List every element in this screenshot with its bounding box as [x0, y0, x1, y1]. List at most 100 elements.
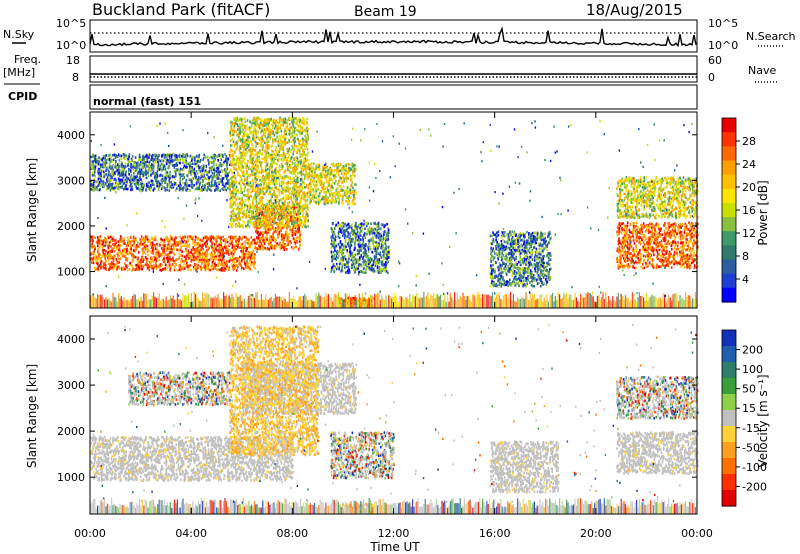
echo-cell — [125, 244, 128, 247]
echo-cell — [213, 175, 215, 179]
echo-cell — [282, 205, 284, 208]
echo-cell — [167, 166, 170, 170]
echo-cell — [185, 166, 187, 169]
echo-cell — [203, 177, 206, 180]
echo-cell — [130, 247, 132, 251]
echo-cell — [253, 258, 256, 261]
echo-cell — [135, 238, 137, 242]
echo-cell — [268, 239, 270, 242]
echo-cell — [108, 255, 110, 259]
echo-cell — [106, 240, 109, 244]
echo-cell — [246, 253, 248, 256]
echo-cell — [189, 162, 191, 165]
echo-cell — [225, 250, 227, 253]
echo-cell — [122, 266, 125, 269]
echo-cell — [269, 241, 272, 245]
echo-cell — [146, 257, 148, 261]
echo-cell — [199, 244, 201, 248]
echo-cell — [259, 240, 261, 244]
echo-cell — [146, 154, 148, 158]
echo-cell — [110, 186, 112, 190]
echo-cell — [231, 265, 234, 268]
echo-cell — [299, 244, 301, 247]
echo-cell — [159, 263, 162, 266]
echo-cell — [267, 205, 270, 209]
echo-cell — [139, 187, 142, 190]
echo-cell — [127, 160, 130, 163]
echo-cell — [230, 144, 232, 147]
echo-cell — [263, 184, 265, 187]
echo-cell — [280, 210, 283, 214]
echo-cell — [219, 156, 222, 160]
echo-cell — [152, 267, 155, 271]
echo-cell — [185, 179, 188, 182]
echo-cell — [174, 240, 177, 244]
echo-cell — [218, 165, 220, 169]
echo-cell — [232, 154, 235, 158]
echo-cell — [304, 173, 306, 177]
echo-cell — [266, 221, 269, 224]
echo-cell — [159, 173, 162, 177]
echo-cell — [255, 206, 258, 210]
echo-cell — [125, 251, 128, 255]
echo-cell — [137, 265, 140, 269]
echo-cell — [153, 255, 155, 259]
echo-cell — [234, 201, 236, 204]
echo-cell — [259, 237, 261, 240]
echo-cell — [276, 153, 279, 157]
echo-cell — [189, 154, 192, 158]
echo-cell — [155, 265, 158, 269]
echo-cell — [240, 153, 242, 156]
echo-cell — [212, 236, 214, 239]
echo-cell — [172, 238, 174, 242]
echo-cell — [146, 266, 149, 270]
echo-cell — [154, 156, 157, 159]
echo-cell — [249, 267, 252, 271]
echo-cell — [165, 238, 167, 242]
cpid-mode: normal (fast) 151 — [93, 95, 201, 108]
echo-cell — [146, 246, 149, 250]
echo-cell — [293, 209, 296, 213]
echo-cell — [159, 254, 162, 258]
echo-cell — [241, 165, 244, 168]
echo-cell — [230, 163, 233, 167]
echo-cell — [101, 255, 104, 258]
echo-cell — [109, 185, 112, 188]
echo-cell — [238, 257, 240, 261]
echo-cell — [199, 160, 201, 163]
echo-cell — [117, 265, 119, 269]
echo-cell — [174, 174, 177, 178]
echo-cell — [256, 156, 259, 159]
echo-cell — [213, 184, 215, 187]
echo-cell — [129, 251, 131, 255]
echo-cell — [102, 182, 104, 185]
echo-cell — [175, 183, 178, 187]
echo-cell — [199, 181, 202, 185]
echo-cell — [221, 179, 223, 183]
echo-cell — [197, 175, 200, 179]
echo-cell — [230, 139, 232, 143]
echo-cell — [115, 241, 117, 245]
echo-cell — [272, 202, 275, 205]
echo-cell — [281, 234, 284, 237]
echo-cell — [126, 264, 129, 267]
echo-cell — [121, 268, 123, 271]
echo-cell — [141, 186, 144, 190]
echo-cell — [200, 253, 202, 256]
echo-cell — [138, 259, 140, 263]
echo-cell — [252, 249, 255, 253]
echo-cell — [170, 180, 173, 184]
echo-cell — [217, 186, 219, 189]
echo-cell — [231, 258, 233, 262]
echo-cell — [276, 222, 278, 226]
echo-cell — [174, 189, 177, 192]
echo-cell — [230, 235, 233, 239]
echo-cell — [222, 258, 224, 262]
echo-cell — [195, 250, 198, 253]
echo-cell — [298, 228, 300, 232]
echo-cell — [174, 242, 176, 246]
echo-cell — [111, 160, 113, 163]
echo-cell — [300, 168, 303, 171]
echo-cell — [195, 160, 198, 163]
echo-cell — [153, 175, 156, 179]
